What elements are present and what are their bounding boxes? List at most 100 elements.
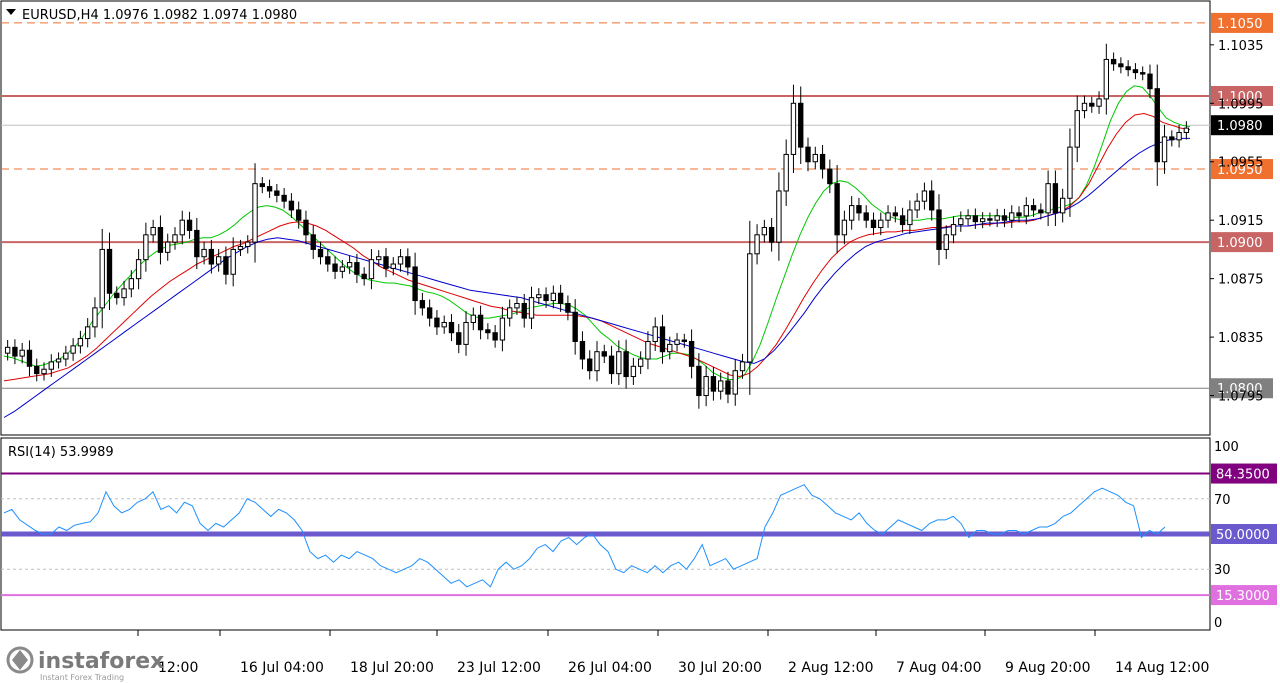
candle-up <box>783 153 789 192</box>
candle-up <box>143 234 149 261</box>
candle-down <box>557 292 564 304</box>
level-badge-label: 1.0950 <box>1217 163 1263 178</box>
candle-up <box>99 248 105 309</box>
candle-up <box>48 361 54 370</box>
candle-down <box>892 212 899 217</box>
candle-down <box>12 346 18 357</box>
candle-up <box>92 307 98 328</box>
candle-down <box>325 256 331 265</box>
level-badge-label: 1.1000 <box>1217 90 1263 105</box>
candle-up <box>950 224 957 236</box>
rsi-tick-label: 0 <box>1214 616 1222 631</box>
level-badge-label: 1.1050 <box>1217 17 1263 32</box>
price-levels: 1.1050 1.1000 1.0950 1.0900 1.0800 1.0980 <box>1 12 1273 399</box>
candle-down <box>259 183 265 188</box>
candle-up <box>1023 205 1029 217</box>
candle-down <box>281 194 287 202</box>
level-badge <box>1211 378 1273 399</box>
candle-down <box>114 292 120 299</box>
candle-down <box>1038 209 1044 214</box>
candle-up <box>1045 183 1051 214</box>
candle-up <box>914 200 920 211</box>
time-tick-label: 7 Aug 04:00 <box>896 660 982 676</box>
candle-up <box>1081 102 1088 112</box>
price-tick-label: 1.0955 <box>1218 156 1264 171</box>
time-axis: 12:00 16 Jul 04:00 18 Jul 20:00 23 Jul 12:0… <box>137 630 1209 676</box>
candle-down <box>274 190 280 196</box>
price-tick-label: 1.1035 <box>1218 39 1264 54</box>
dropdown-triangle-icon[interactable] <box>6 9 16 15</box>
price-panel[interactable]: 1.1050 1.1000 1.0950 1.0900 1.0800 1.0980 1.1… <box>0 0 1273 436</box>
candle-down <box>936 209 942 250</box>
candle-up <box>761 226 768 236</box>
candle-up <box>652 326 658 342</box>
level-badge <box>1211 85 1273 106</box>
candle-down <box>681 339 687 342</box>
candle-down <box>332 263 338 272</box>
candle-up <box>979 218 986 223</box>
price-tick-label: 1.0835 <box>1218 331 1264 346</box>
candle-up <box>790 102 797 155</box>
candle-up <box>41 368 47 375</box>
candle-up <box>739 361 746 372</box>
candle-up <box>1067 146 1073 199</box>
candle-up <box>441 321 447 328</box>
candle-down <box>223 256 229 275</box>
candle-down <box>688 340 695 367</box>
rsi-title: RSI(14) 53.9989 <box>8 445 114 460</box>
candle-up <box>1059 197 1066 214</box>
time-tick-label: 9 Aug 20:00 <box>1005 660 1091 676</box>
rsi-series-line <box>3 484 1166 588</box>
candle-down <box>827 168 833 185</box>
candle-down <box>456 332 462 345</box>
price-tick-label: 1.0795 <box>1218 390 1264 405</box>
candle-down <box>208 248 215 265</box>
candle-down <box>1001 215 1008 221</box>
candle-up <box>1096 98 1102 107</box>
candle-up <box>907 209 913 226</box>
candle-up <box>230 248 236 275</box>
candle-down <box>601 351 607 357</box>
candle-down <box>354 262 360 275</box>
candle-up <box>637 358 644 367</box>
rsi-level-badge-label: 15.3000 <box>1216 589 1270 604</box>
time-tick-label: 12:00 <box>158 660 198 676</box>
candle-down <box>1016 212 1022 217</box>
level-badge <box>1211 232 1273 253</box>
candle-down <box>819 153 826 170</box>
price-tick-label: 1.0915 <box>1218 214 1264 229</box>
candle-up <box>172 234 178 243</box>
candle-down <box>1169 136 1175 141</box>
candle-up <box>812 153 818 163</box>
candle-up <box>594 351 600 372</box>
candle-up <box>885 212 891 221</box>
candle-down <box>623 351 629 378</box>
rsi-tick-label: 30 <box>1214 563 1231 578</box>
candle-up <box>732 370 738 395</box>
candle-up <box>848 205 855 221</box>
rsi-level-badge <box>1211 585 1277 606</box>
candle-up <box>252 183 258 243</box>
candle-up <box>179 219 185 236</box>
rsi-levels: 84.3500 50.0000 15.3000 <box>1 463 1277 606</box>
candle-down <box>317 248 324 258</box>
candle-up <box>165 241 171 253</box>
candle-down <box>696 365 702 397</box>
candle-up <box>470 314 476 323</box>
candle-up <box>150 226 156 236</box>
candle-down <box>1089 102 1095 107</box>
candle-up <box>528 297 535 319</box>
candle-up <box>463 321 469 345</box>
rsi-level-badge <box>1211 463 1277 484</box>
candle-up <box>201 248 207 258</box>
candle-down <box>1132 69 1139 74</box>
instaforex-logo-icon <box>6 646 34 674</box>
candle-down <box>856 205 862 214</box>
candle-up <box>747 253 753 363</box>
candle-down <box>565 302 571 313</box>
candle-down <box>405 256 411 268</box>
rsi-panel[interactable]: 84.3500 50.0000 15.3000 100 70 30 0 RSI(14) 5… <box>0 437 1277 631</box>
candle-down <box>870 219 877 228</box>
